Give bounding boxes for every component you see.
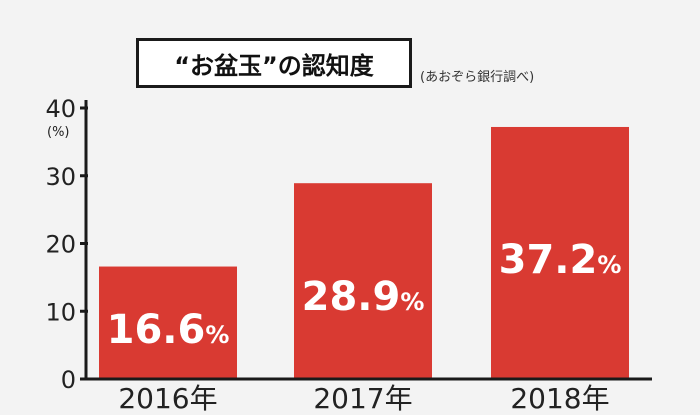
bar-value-suffix: % <box>205 321 229 349</box>
y-unit-label: (%) <box>47 125 70 140</box>
bar-value-suffix: % <box>400 288 424 316</box>
bar-value-number: 37.2 <box>499 237 598 283</box>
bar-value-label: 28.9% <box>302 274 425 320</box>
bar-value-suffix: % <box>597 251 621 279</box>
bar-3 <box>491 126 629 379</box>
bar-value-label: 37.2% <box>499 237 622 283</box>
source-note: (あおぞら銀行調べ) <box>420 70 535 85</box>
x-category-label: 2017年 <box>313 382 412 415</box>
bar-value-label: 16.6% <box>107 307 230 353</box>
y-tick-label: 0 <box>61 366 76 394</box>
bar-value-number: 28.9 <box>302 274 401 320</box>
bar-value-number: 16.6 <box>107 307 206 353</box>
y-tick-label: 30 <box>45 163 76 191</box>
x-category-label: 2018年 <box>510 382 609 415</box>
y-tick-label: 10 <box>45 298 76 326</box>
x-category-label: 2016年 <box>118 382 217 415</box>
y-tick-label: 20 <box>45 231 76 259</box>
bar-1 <box>99 266 237 379</box>
chart-title: “お盆玉”の認知度 <box>136 38 412 88</box>
y-tick-label: 40 <box>45 95 76 123</box>
bar-2 <box>294 183 432 379</box>
